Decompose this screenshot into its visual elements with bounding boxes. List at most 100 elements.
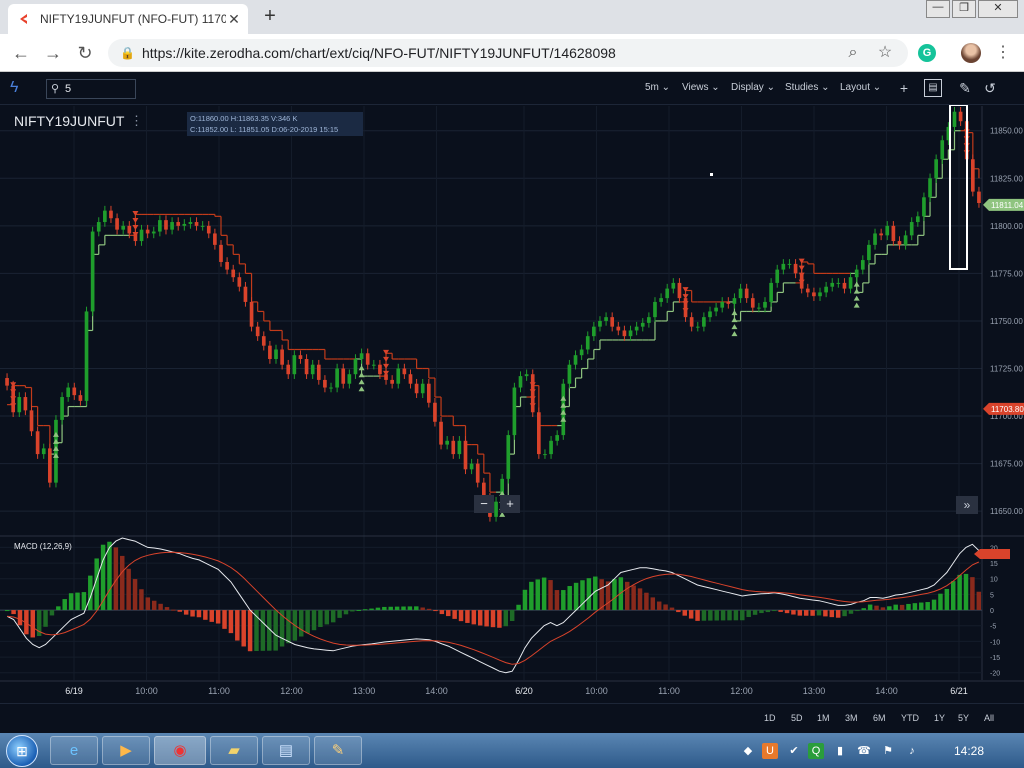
macd-histogram-bar — [688, 610, 694, 619]
candle-body — [481, 482, 486, 498]
zoom-in-button[interactable]: + — [500, 495, 520, 513]
macd-tick-label: 5 — [990, 592, 994, 599]
range-1d-button[interactable]: 1D — [764, 713, 776, 723]
dropbox-icon[interactable]: ◆ — [743, 745, 753, 757]
explorer-folder-icon[interactable]: ▰ — [210, 736, 258, 765]
macd-study-label[interactable]: MACD (12,26,9) — [14, 542, 72, 551]
reload-icon[interactable]: ↻ — [77, 43, 93, 63]
security-check-icon[interactable]: ✔ — [789, 745, 799, 757]
macd-histogram-bar — [880, 607, 886, 611]
range-all-button[interactable]: All — [984, 713, 995, 723]
buy-signal-marker — [358, 386, 365, 392]
grammarly-extension-icon[interactable]: G — [918, 44, 936, 62]
scroll-to-end-button[interactable]: » — [956, 496, 978, 514]
candle-body — [151, 231, 156, 234]
range-1m-button[interactable]: 1M — [817, 713, 830, 723]
sell-signal-marker — [529, 396, 536, 402]
views-dropdown[interactable]: Views ⌄ — [682, 82, 720, 93]
candle-body — [96, 222, 101, 232]
display-dropdown[interactable]: Display ⌄ — [731, 82, 775, 93]
macd-histogram-bar — [784, 610, 790, 614]
comment-icon[interactable]: ▤ — [924, 79, 942, 97]
buy-signal-marker — [52, 445, 59, 451]
price-tick-label: 11700.00 — [990, 412, 1023, 421]
layout-dropdown[interactable]: Layout ⌄ — [840, 82, 882, 93]
macd-histogram-bar — [362, 609, 368, 611]
close-window-button[interactable]: ✕ — [978, 0, 1018, 18]
range-5d-button[interactable]: 5D — [791, 713, 803, 723]
bookmark-star-icon[interactable]: ☆ — [877, 44, 893, 61]
candle-body — [17, 397, 22, 413]
buy-signal-marker — [52, 438, 59, 444]
media-player-icon[interactable]: ▶ — [102, 736, 150, 765]
candle-body — [359, 353, 364, 359]
browser-menu-icon[interactable]: ⋮ — [995, 44, 1011, 61]
draw-pencil-icon[interactable]: ✎ — [959, 80, 971, 96]
price-chart[interactable]: 11650.00 11675.00 11700.00 11725.00 11750.00… — [0, 105, 1024, 703]
macd-histogram-bar — [861, 608, 866, 611]
macd-line — [6, 537, 980, 674]
notepad-icon[interactable]: ▤ — [262, 736, 310, 765]
back-icon[interactable]: ← — [12, 43, 30, 63]
candle-body — [677, 282, 682, 299]
zoom-out-button[interactable]: − — [474, 495, 494, 513]
interval-dropdown[interactable]: 5m ⌄ — [645, 82, 671, 93]
sell-signal-marker — [10, 382, 17, 388]
macd-histogram-bar — [56, 606, 61, 611]
start-button[interactable]: ⊞ — [6, 735, 38, 767]
macd-histogram-bar — [931, 599, 937, 611]
candle-body — [555, 435, 560, 441]
signal-icon[interactable]: ▮ — [836, 745, 844, 757]
sell-signal-marker — [529, 403, 536, 409]
candle-body — [274, 349, 278, 359]
macd-histogram-bar — [906, 603, 911, 611]
range-1y-button[interactable]: 1Y — [934, 713, 946, 723]
macd-histogram — [4, 541, 982, 652]
macd-histogram-bar — [81, 592, 87, 611]
macd-tick-label: -10 — [990, 639, 1000, 646]
candle-body — [420, 383, 425, 394]
minimize-button[interactable]: — — [926, 0, 950, 18]
macd-histogram-bar — [624, 581, 630, 611]
macd-histogram-bar — [919, 602, 924, 611]
range-5y-button[interactable]: 5Y — [958, 713, 970, 723]
candle-body — [323, 379, 327, 388]
symbol-menu-icon[interactable]: ⋮ — [130, 113, 143, 128]
macd-tick-label: 0 — [990, 608, 994, 615]
sell-signal-marker — [383, 363, 390, 369]
uc-icon[interactable]: U — [762, 743, 778, 759]
macd-histogram-bar — [829, 610, 835, 618]
buy-signal-marker — [853, 288, 860, 294]
q-app-icon[interactable]: Q — [808, 743, 824, 759]
candle-body — [671, 282, 676, 289]
studies-dropdown[interactable]: Studies ⌄ — [785, 82, 830, 93]
lightning-icon[interactable]: ϟ — [10, 79, 19, 96]
phone-icon[interactable]: ☎ — [857, 745, 871, 757]
macd-histogram-bar — [740, 610, 745, 621]
candle-body — [219, 244, 223, 262]
forward-icon[interactable]: → — [44, 43, 62, 63]
macd-histogram-bar — [177, 610, 183, 612]
browser-tab[interactable]: NIFTY19JUNFUT (NFO-FUT) 1170 ✕ — [8, 4, 248, 34]
ie-icon[interactable]: e — [50, 736, 98, 765]
maximize-button[interactable]: ❐ — [952, 0, 976, 18]
range-3m-button[interactable]: 3M — [845, 713, 858, 723]
crosshair-icon[interactable]: + — [899, 80, 909, 96]
close-tab-icon[interactable]: ✕ — [228, 10, 240, 27]
reset-icon[interactable]: ↺ — [984, 80, 996, 96]
url-field[interactable]: 🔒 https://kite.zerodha.com/chart/ext/ciq… — [108, 39, 908, 67]
supertrend-signal-markers — [10, 129, 970, 517]
symbol-search-input[interactable]: ⚲ 5 — [46, 79, 136, 99]
range-ytd-button[interactable]: YTD — [901, 713, 919, 723]
volume-icon[interactable]: ♪ — [909, 745, 915, 757]
paint-icon[interactable]: ✎ — [314, 736, 362, 765]
candle-body — [549, 440, 553, 455]
avatar[interactable] — [961, 43, 981, 63]
range-6m-button[interactable]: 6M — [873, 713, 886, 723]
macd-histogram-bar — [414, 606, 419, 611]
candle-body — [414, 383, 419, 394]
flag-icon[interactable]: ⚑ — [883, 745, 893, 757]
zoom-icon[interactable]: ⌕ — [848, 44, 858, 61]
new-tab-button[interactable]: + — [264, 5, 276, 27]
chrome-icon[interactable]: ◉ — [154, 736, 206, 765]
